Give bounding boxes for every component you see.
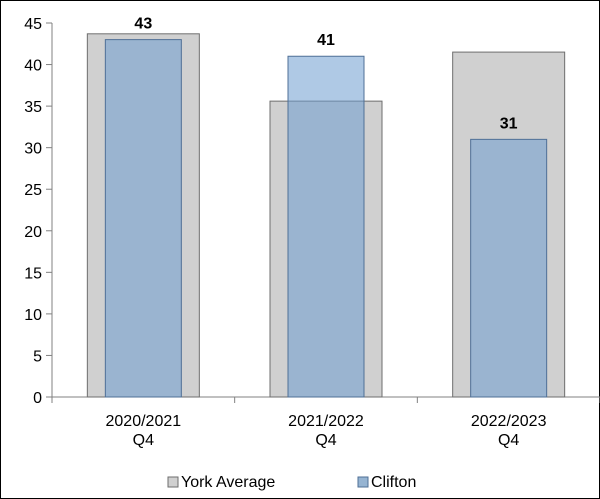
labels: 2020/2021 Q4 2021/2022 Q4 2022/2023 Q4 43 41 31 <box>106 16 547 449</box>
y-tick-label: 40 <box>24 58 42 75</box>
y-tick-label: 5 <box>33 348 42 365</box>
y-tick-label: 30 <box>24 141 42 158</box>
y-tick-label: 20 <box>24 224 42 241</box>
y-tick-label: 35 <box>24 99 42 116</box>
clifton-bar <box>470 138 548 398</box>
y-tick-label: 0 <box>33 390 42 407</box>
x-tick-label: 2022/2023 Q4 <box>471 413 547 449</box>
x-tick-label: 2020/2021 Q4 <box>106 413 182 449</box>
legend-label: Clifton <box>371 474 416 491</box>
legend: York Average Clifton <box>167 474 416 491</box>
clifton-data-label: 41 <box>317 32 335 49</box>
legend-swatch <box>167 476 179 488</box>
clifton-bar <box>104 39 182 398</box>
legend-label: York Average <box>181 474 275 491</box>
x-tick-label: 2021/2022 Q4 <box>288 413 364 449</box>
y-tick-label: 10 <box>24 307 42 324</box>
y-tick-label: 15 <box>24 265 42 282</box>
y-tick-label: 25 <box>24 182 42 199</box>
y-tick-label: 45 <box>24 16 42 33</box>
clifton-series <box>104 39 548 398</box>
clifton-data-label: 43 <box>134 16 152 33</box>
legend-swatch <box>357 476 369 488</box>
clifton-bar <box>287 55 365 398</box>
clifton-data-label: 31 <box>500 115 518 132</box>
